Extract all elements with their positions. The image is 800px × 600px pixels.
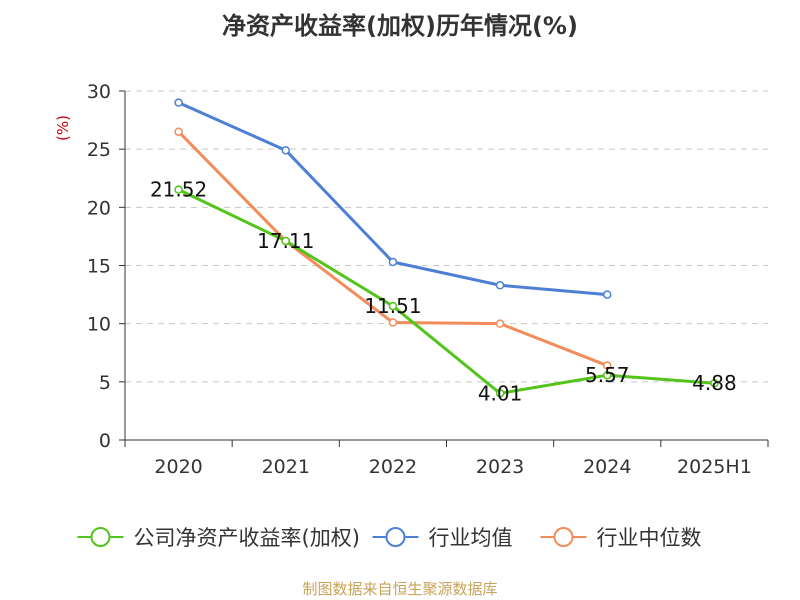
y-tick-label: 25 [87, 139, 111, 161]
data-label: 21.52 [150, 178, 207, 202]
data-point [281, 236, 290, 246]
x-tick-label: 2023 [476, 456, 524, 478]
axes: 0 5 10 15 20 25 30 2020 2021 2022 2023 2024 2025H1 [87, 81, 769, 478]
x-tick-label: 2021 [262, 456, 310, 478]
chart-title: 净资产收益率(加权)历年情况(%) [222, 12, 578, 40]
data-point [710, 378, 719, 388]
data-label: 4.01 [478, 381, 523, 405]
data-point [174, 127, 183, 136]
data-label: 11.51 [364, 294, 421, 318]
series-line [177, 188, 715, 395]
data-label: 5.57 [585, 363, 630, 387]
legend-label: 行业均值 [429, 526, 513, 550]
x-tick-label: 2020 [154, 456, 202, 478]
data-point [174, 185, 183, 194]
data-point [388, 318, 398, 327]
data-point [281, 146, 290, 155]
y-tick-label: 30 [87, 81, 111, 103]
legend-label: 公司净资产收益率(加权) [134, 526, 360, 550]
y-tick-label: 10 [87, 314, 111, 336]
data-point [603, 370, 612, 380]
data-point [603, 290, 612, 299]
data-point [174, 98, 183, 107]
data-labels: 21.52 17.11 11.51 4.01 5.57 4.88 [150, 178, 737, 406]
series-lines [174, 98, 719, 398]
source-note: 制图数据来自恒生聚源数据库 [302, 580, 498, 598]
legend-marker [553, 527, 574, 547]
data-point [388, 301, 398, 311]
data-point [388, 257, 398, 267]
grid-lines [125, 90, 768, 383]
data-point [495, 319, 505, 328]
data-point [603, 361, 612, 370]
data-point [495, 389, 505, 398]
x-tick-label: 2025H1 [677, 456, 752, 478]
legend-label: 行业中位数 [597, 526, 702, 550]
data-label: 4.88 [692, 371, 737, 395]
y-tick-label: 5 [99, 372, 111, 394]
y-tick-label: 20 [87, 197, 111, 219]
y-axis-label: (%) [54, 115, 72, 141]
legend-marker [90, 527, 111, 547]
x-tick-label: 2024 [583, 456, 631, 478]
y-tick-label: 0 [99, 430, 111, 452]
legend-marker [385, 527, 406, 547]
series-line [177, 130, 608, 367]
y-tick-label: 15 [87, 256, 111, 278]
data-point [495, 281, 505, 290]
x-tick-label: 2022 [369, 456, 417, 478]
data-label: 17.11 [257, 229, 314, 253]
legend: 公司净资产收益率(加权) 行业均值 行业中位数 [77, 526, 702, 550]
